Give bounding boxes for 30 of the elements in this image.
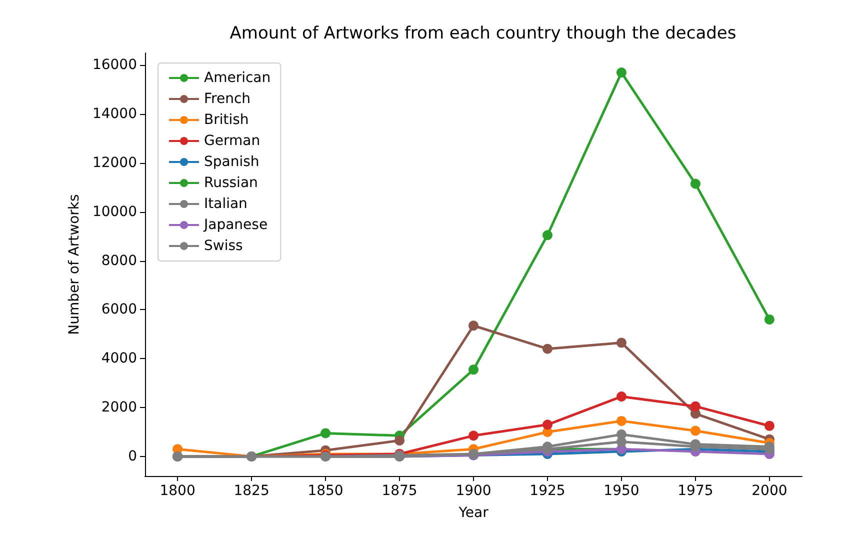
y-tick-label: 6000 [101, 302, 137, 318]
x-tick-label: 1825 [234, 483, 270, 499]
chart-title: Amount of Artworks from each country though the decades [230, 24, 736, 44]
x-tick-label: 1950 [604, 483, 640, 499]
y-axis-title: Number of Artworks [66, 194, 83, 335]
legend-label: German [204, 133, 260, 149]
y-tick-label: 2000 [101, 400, 137, 416]
legend-label: Spanish [204, 154, 260, 170]
y-tick-label: 12000 [92, 155, 137, 172]
legend-label: French [204, 91, 251, 107]
legend-label: Italian [204, 196, 248, 212]
legend-label: Swiss [204, 238, 243, 254]
x-tick-label: 1975 [678, 483, 714, 499]
y-tick-label: 16000 [92, 57, 137, 74]
x-tick-label: 1850 [308, 483, 344, 499]
y-tick-label: 10000 [92, 204, 137, 220]
legend-label: British [204, 112, 249, 128]
x-tick-label: 1875 [382, 483, 418, 499]
y-tick-label: 8000 [101, 252, 137, 269]
y-tick-label: 0 [128, 448, 137, 464]
x-tick-label: 1900 [456, 483, 492, 499]
x-tick-label: 2000 [752, 483, 788, 499]
legend-label: American [204, 70, 271, 86]
x-tick-label: 1925 [530, 483, 566, 499]
legend-label: Russian [204, 175, 258, 191]
y-tick-label: 14000 [92, 106, 137, 122]
y-tick-label: 4000 [101, 350, 137, 367]
x-tick-label: 1800 [160, 483, 196, 499]
x-axis-title: Year [458, 505, 489, 521]
legend-label: Japanese [203, 217, 268, 233]
